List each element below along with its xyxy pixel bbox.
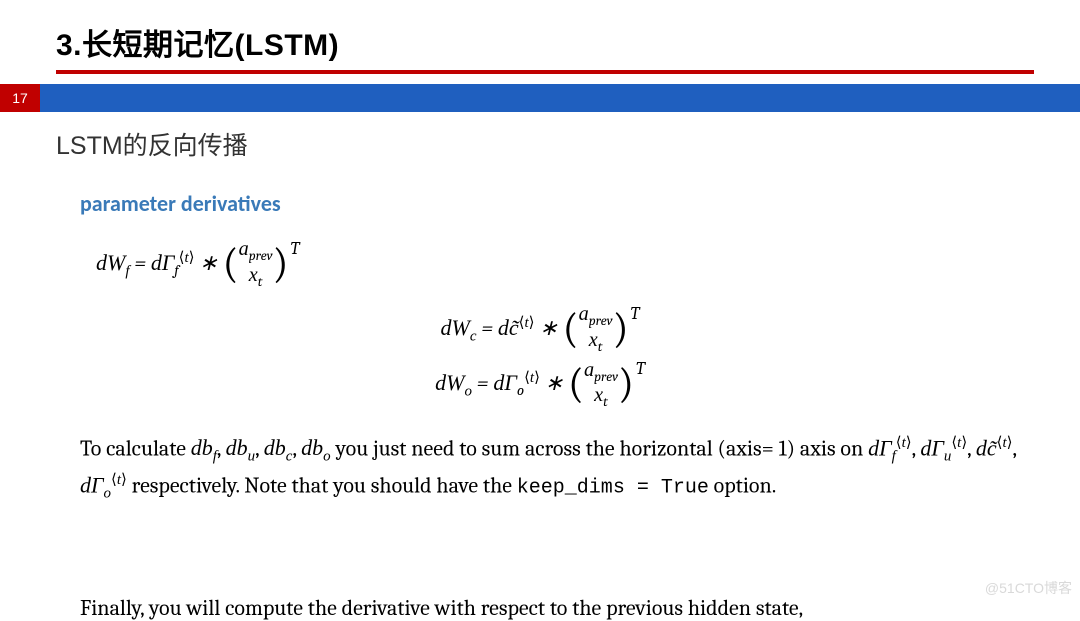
- equation-dWc: dWc = dc̃⟨t⟩ ∗ ( aprev xt ) T: [0, 304, 1080, 355]
- body-paragraph-final: Finally, you will compute the derivative…: [0, 595, 859, 621]
- para-text-1: To calculate: [80, 435, 191, 461]
- section-heading: parameter derivatives: [0, 162, 1080, 217]
- equation-dWo: dWo = dΓo⟨t⟩ ∗ ( aprev xt ) T: [0, 359, 1080, 410]
- subtitle: LSTM的反向传播: [0, 112, 1080, 162]
- watermark: @51CTO博客: [985, 578, 1072, 598]
- para-text-2: you just need to sum across the horizont…: [331, 435, 868, 461]
- para-text-4: option.: [709, 473, 776, 499]
- header-bar-fill: [40, 84, 1080, 112]
- header-bar: 17: [0, 84, 1080, 112]
- code-snippet: keep_dims = True: [517, 477, 709, 500]
- equation-center-block: dWc = dc̃⟨t⟩ ∗ ( aprev xt ) T dWo = dΓo⟨…: [0, 304, 1080, 410]
- para-text-3: respectively. Note that you should have …: [127, 473, 517, 499]
- equation-dWf: dWf = dΓf⟨t⟩ ∗ ( aprev xt ) T: [0, 217, 1080, 290]
- slide-title: 3.长短期记忆(LSTM): [56, 20, 1034, 74]
- page-number-badge: 17: [0, 84, 40, 112]
- body-paragraph: To calculate dbf, dbu, dbc, dbo you just…: [0, 415, 1080, 507]
